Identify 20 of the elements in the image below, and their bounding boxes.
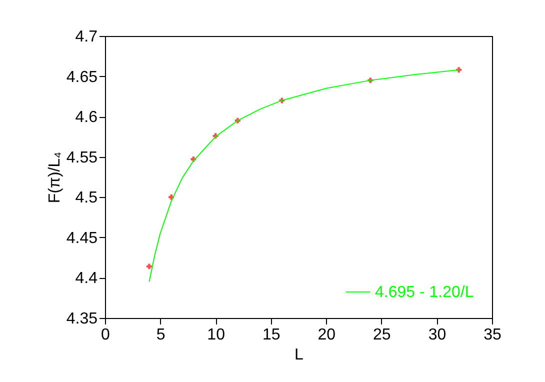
x-tick-label: 5	[156, 326, 166, 344]
x-tick-label: 20	[318, 326, 336, 344]
y-tick-label: 4.55	[66, 149, 98, 166]
x-tick-label: 15	[262, 326, 280, 344]
y-tick-label: 4.6	[75, 109, 98, 126]
point	[146, 264, 152, 270]
y-tick-label: 4.5	[75, 190, 98, 207]
x-tick-label: 0	[101, 326, 110, 344]
x-tick-label: 30	[428, 326, 446, 344]
y-tick-label: 4.45	[66, 230, 98, 247]
y-axis-title: F(π)/L₄	[46, 152, 64, 204]
x-axis-title: L	[294, 346, 304, 364]
legend-label: 4.695 - 1.20/L	[375, 284, 474, 301]
y-tick-label: 4.65	[66, 68, 98, 86]
y-tick-label: 4.4	[75, 270, 98, 288]
x-tick-label: 10	[207, 326, 226, 344]
x-tick-label: 25	[373, 326, 391, 344]
y-tick-label: 4.35	[66, 310, 98, 328]
x-tick-label: 35	[484, 326, 502, 344]
y-tick-label: 4.7	[75, 28, 98, 46]
